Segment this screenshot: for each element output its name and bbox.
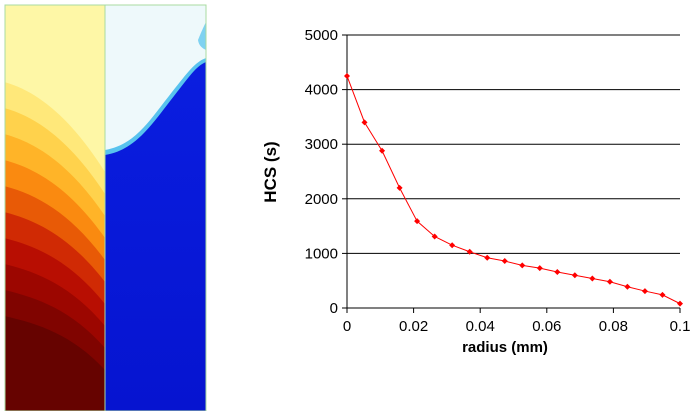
x-axis-title: radius (mm) bbox=[462, 339, 548, 356]
contour-band bbox=[5, 316, 105, 411]
data-point-marker bbox=[484, 254, 491, 261]
x-tick-label: 0.02 bbox=[399, 318, 428, 335]
data-point-marker bbox=[396, 184, 403, 191]
y-tick-label: 3000 bbox=[305, 136, 338, 153]
series-group bbox=[344, 72, 683, 307]
x-tick-label: 0.08 bbox=[599, 318, 628, 335]
data-point-marker bbox=[361, 119, 368, 126]
data-point-marker bbox=[554, 268, 561, 275]
data-point-marker bbox=[659, 291, 666, 298]
y-tick-label: 5000 bbox=[305, 27, 338, 44]
left-contour-field bbox=[5, 5, 105, 411]
data-point-marker bbox=[571, 272, 578, 279]
data-point-marker bbox=[536, 265, 543, 272]
x-tick-labels: 0 0.02 0.04 0.06 0.08 0.1 bbox=[343, 308, 691, 335]
data-point-marker bbox=[501, 258, 508, 265]
y-gridlines bbox=[347, 34, 680, 254]
data-point-marker bbox=[344, 72, 350, 79]
y-axis-title: HCS (s) bbox=[261, 141, 280, 202]
data-point-marker bbox=[606, 278, 613, 285]
x-tick-label: 0 bbox=[343, 318, 351, 335]
y-tick-label: 1000 bbox=[305, 245, 338, 262]
x-tick-label: 0.1 bbox=[670, 318, 691, 335]
data-point-marker bbox=[431, 233, 438, 240]
data-point-marker bbox=[466, 248, 473, 255]
data-point-marker bbox=[677, 300, 683, 307]
series-line bbox=[346, 75, 681, 305]
data-point-marker bbox=[414, 218, 421, 225]
data-point-marker bbox=[379, 147, 386, 154]
x-tick-label: 0.06 bbox=[532, 318, 561, 335]
right-contour-field bbox=[105, 5, 206, 411]
data-point-marker bbox=[641, 288, 648, 295]
y-tick-label: 0 bbox=[330, 300, 338, 317]
data-point-marker bbox=[624, 283, 631, 290]
x-tick-label: 0.04 bbox=[466, 318, 495, 335]
data-point-marker bbox=[589, 275, 596, 282]
y-tick-label: 2000 bbox=[305, 191, 338, 208]
data-point-marker bbox=[449, 242, 456, 249]
temperature-contour-plot bbox=[4, 4, 207, 411]
data-point-marker bbox=[519, 262, 526, 269]
y-tick-labels: 0 1000 2000 3000 4000 5000 bbox=[305, 27, 347, 317]
y-tick-label: 4000 bbox=[305, 82, 338, 99]
